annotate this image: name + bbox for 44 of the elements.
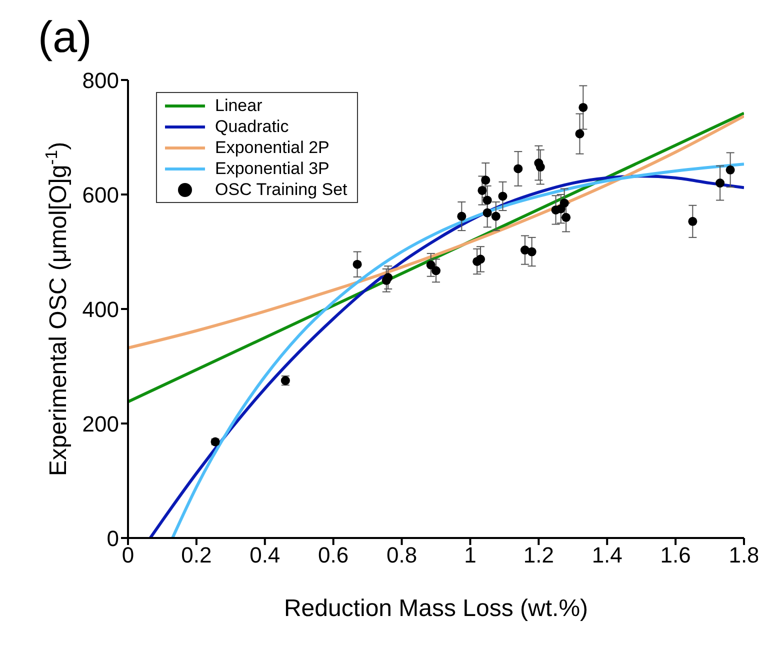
point <box>527 247 536 256</box>
point <box>560 198 569 208</box>
legend-label: Quadratic <box>215 116 289 137</box>
x-axis-title: Reduction Mass Loss (wt.%) <box>284 595 588 622</box>
x-tick-label: 1.2 <box>523 542 554 568</box>
point <box>578 102 588 112</box>
x-tick-label: 0.2 <box>181 542 212 568</box>
x-tick-label: 0 <box>122 542 134 568</box>
point <box>431 266 441 276</box>
x-tick-label: 0.6 <box>318 542 349 568</box>
x-tick-label: 0.4 <box>250 542 280 568</box>
point <box>491 212 500 221</box>
point <box>716 178 725 188</box>
point <box>476 254 486 264</box>
x-tick-label: 1.4 <box>592 542 622 568</box>
point <box>688 216 698 226</box>
x-tick-label: 1.6 <box>660 542 691 568</box>
point <box>498 192 508 201</box>
x-tick-label: 1 <box>464 542 476 568</box>
legend-label: Linear <box>215 95 262 116</box>
point <box>536 162 545 172</box>
point <box>481 176 490 185</box>
point <box>575 129 584 138</box>
point <box>426 260 436 270</box>
line-series <box>128 114 744 350</box>
x-tick-label: 0.8 <box>386 542 418 568</box>
y-tick-label: 400 <box>82 296 119 322</box>
point <box>478 186 487 195</box>
point <box>482 208 492 218</box>
legend-label: Exponential 2P <box>215 137 330 158</box>
legend-label: Exponential 3P <box>215 158 330 179</box>
y-tick-label: 800 <box>82 68 119 93</box>
point <box>514 164 523 174</box>
point <box>352 260 362 269</box>
chart-title: (a) <box>38 12 92 64</box>
y-tick-label: 600 <box>82 182 119 208</box>
point <box>457 212 466 221</box>
y-tick-label: 0 <box>106 526 119 551</box>
x-tick-label: 1.8 <box>728 542 760 568</box>
legend-label: OSC Training Set <box>215 179 348 200</box>
point <box>726 165 735 174</box>
point <box>562 212 571 222</box>
y-tick-label: 200 <box>82 411 119 436</box>
point <box>384 273 393 282</box>
